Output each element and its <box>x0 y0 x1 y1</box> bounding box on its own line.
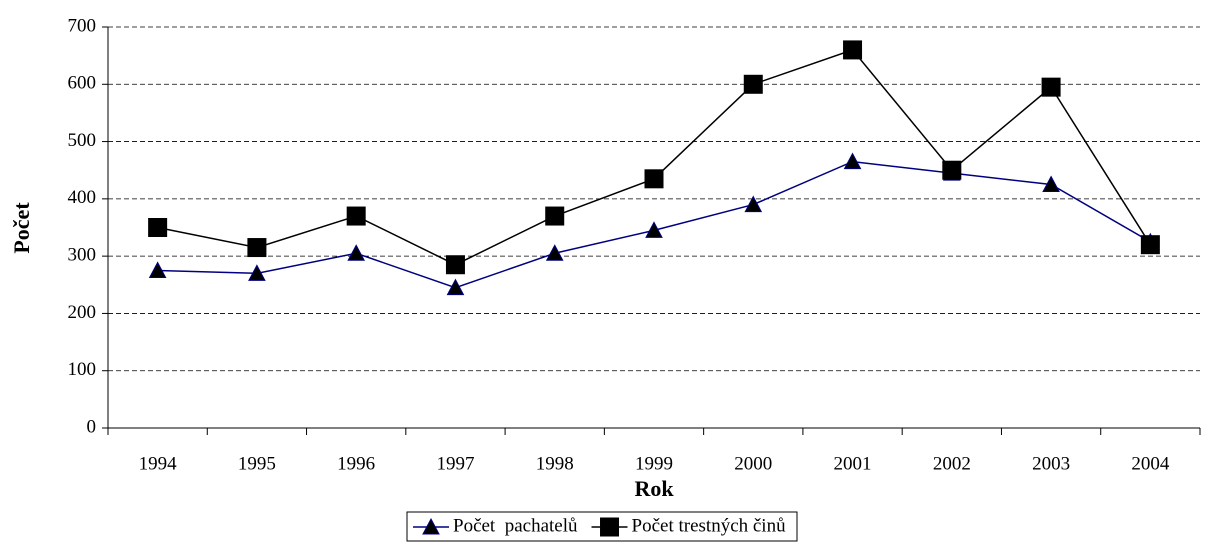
x-tick-label: 1998 <box>536 453 574 474</box>
x-tick-label: 2002 <box>933 453 971 474</box>
legend-label: Počet trestných činů <box>632 515 787 536</box>
point <box>600 517 620 537</box>
point <box>247 238 267 258</box>
x-tick-label: 2000 <box>734 453 772 474</box>
point <box>843 152 862 170</box>
point <box>545 206 565 226</box>
x-axis-label: Rok <box>634 476 674 501</box>
point <box>445 255 465 275</box>
point <box>248 264 266 281</box>
point <box>743 74 763 94</box>
x-tick-label: 2001 <box>834 453 872 474</box>
point <box>148 218 168 237</box>
x-tick-label: 1999 <box>635 453 673 474</box>
y-tick-label: 100 <box>68 359 97 380</box>
legend-label: Počet pachatelů <box>453 515 578 536</box>
y-tick-label: 400 <box>68 187 97 208</box>
point <box>1042 175 1060 193</box>
point <box>422 517 440 535</box>
y-tick-label: 600 <box>68 73 97 94</box>
point <box>148 261 167 278</box>
x-tick-label: 1995 <box>238 453 276 474</box>
point <box>346 206 366 226</box>
point <box>545 244 564 261</box>
x-tick-label: 1996 <box>337 453 375 474</box>
x-tick-label: 2003 <box>1032 453 1070 474</box>
point <box>644 169 664 189</box>
y-tick-label: 200 <box>68 302 97 323</box>
x-tick-label: 1997 <box>436 453 474 474</box>
point <box>942 160 962 180</box>
y-tick-label: 700 <box>68 15 97 36</box>
point <box>1140 235 1160 255</box>
point <box>744 195 763 213</box>
point <box>446 278 465 296</box>
y-axis-label: Počet <box>9 202 34 254</box>
point <box>347 244 366 261</box>
y-tick-label: 500 <box>68 130 97 151</box>
x-tick-label: 2004 <box>1131 453 1170 474</box>
point <box>1041 77 1061 97</box>
x-tick-label: 1994 <box>139 453 178 474</box>
point <box>843 40 863 60</box>
point <box>645 221 663 238</box>
y-tick-label: 300 <box>68 245 97 266</box>
y-tick-label: 0 <box>87 416 97 437</box>
